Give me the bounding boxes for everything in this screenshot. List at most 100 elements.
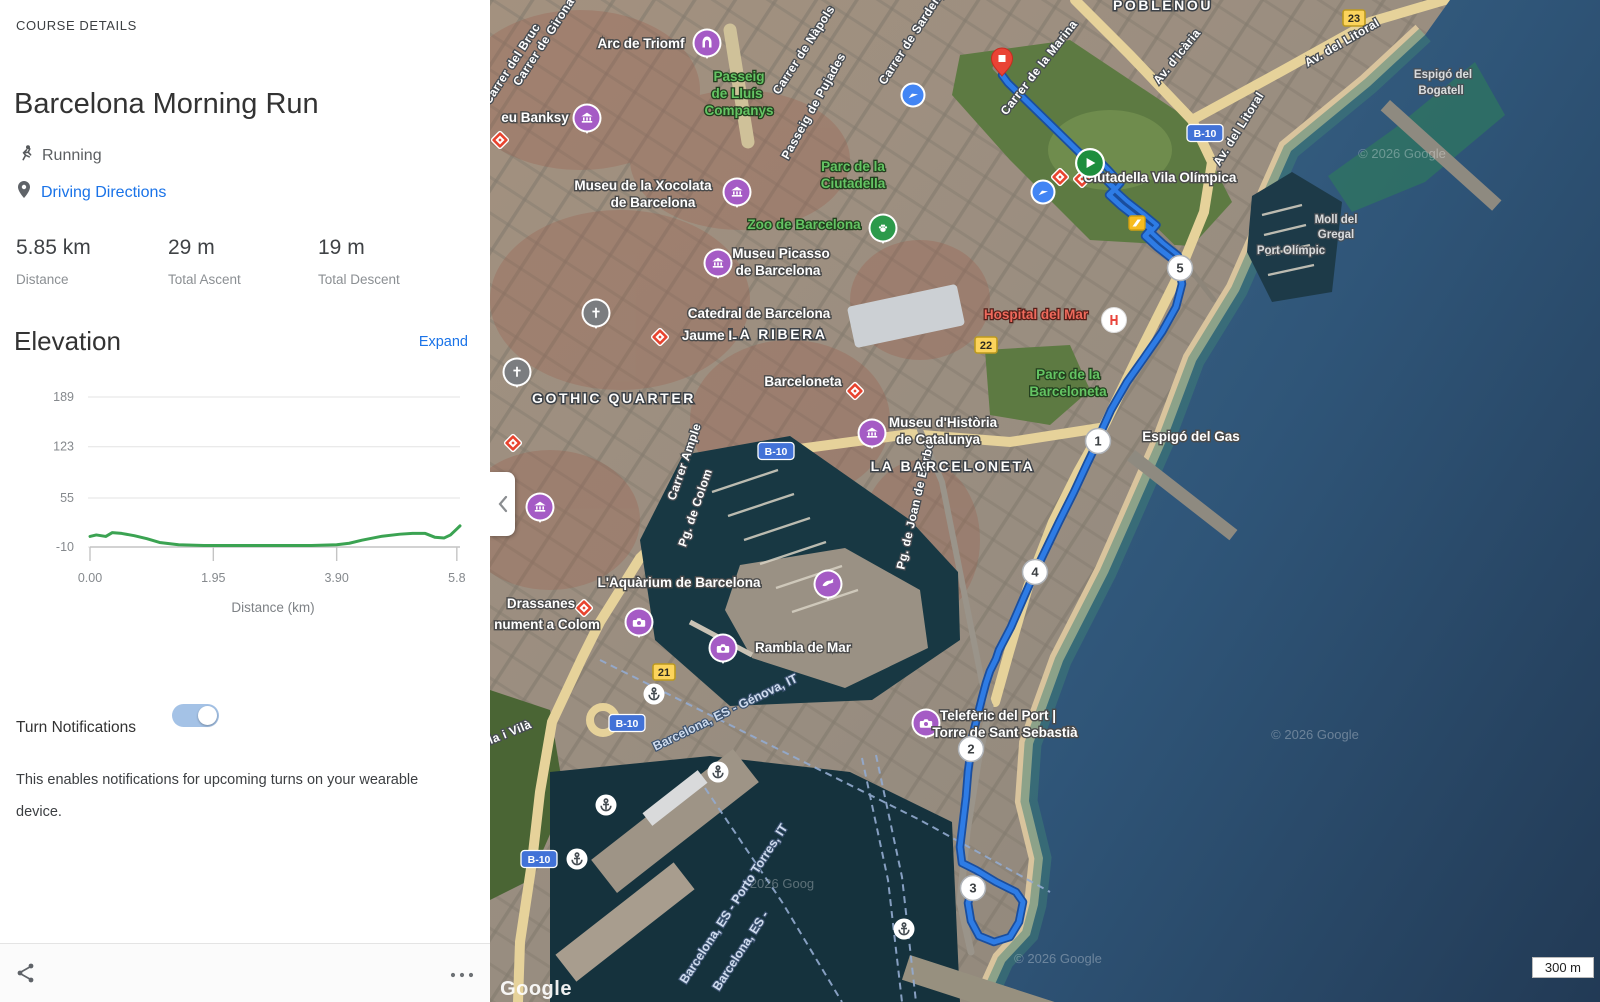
- metro-icon[interactable]: [490, 130, 510, 150]
- map-canvas[interactable]: B-10 B-10 B-10 B-10 23 22 21 Carrer de Girona C…: [490, 0, 1600, 1002]
- anchor-icon[interactable]: [566, 848, 588, 870]
- route-end-marker[interactable]: [990, 47, 1014, 77]
- map-label-park: Zoo de Barcelona: [747, 217, 861, 232]
- map-label-poismall: Bogatell: [1418, 85, 1463, 97]
- y-tick-label: 189: [53, 390, 74, 404]
- map-label-poi: Espigó del Gas: [1142, 429, 1240, 444]
- road-shield: 23: [1342, 9, 1366, 27]
- x-tick-label: 0.00: [78, 571, 102, 585]
- y-tick-label: 123: [53, 440, 74, 454]
- museum-icon[interactable]: [572, 103, 602, 135]
- shield-label: B-10: [528, 854, 551, 866]
- expand-chart-link[interactable]: Expand: [418, 334, 468, 350]
- panel-footer: [0, 943, 490, 1002]
- driving-directions-link[interactable]: Driving Directions: [41, 183, 167, 201]
- museum-icon[interactable]: [722, 177, 752, 209]
- dolphin-icon[interactable]: [813, 569, 843, 601]
- route-start-marker[interactable]: [1075, 148, 1105, 178]
- turn-notifications-description: This enables notifications for upcoming …: [16, 772, 419, 820]
- anchor-icon[interactable]: [595, 794, 617, 816]
- map-label-watermark: 2026 Goog: [750, 876, 814, 891]
- stat-value: 5.85 km: [16, 236, 91, 259]
- map-label-park: Parc de la: [821, 159, 885, 174]
- metro-icon[interactable]: [650, 327, 670, 347]
- camera-icon[interactable]: [708, 633, 738, 665]
- toggle-knob: [198, 706, 217, 725]
- map-label-poismall: Gregal: [1318, 229, 1354, 241]
- breakwater: [901, 955, 1139, 1002]
- runner-icon: [16, 144, 34, 167]
- map-label-watermark: © 2026 Google: [1014, 951, 1102, 966]
- stat-total-descent: 19 m Total Descent: [318, 236, 400, 287]
- museum-icon[interactable]: [703, 248, 733, 280]
- metro-icon[interactable]: [574, 598, 594, 618]
- turn-notifications-toggle[interactable]: [172, 704, 219, 727]
- map-label-poi: eu Banksy: [501, 110, 569, 125]
- museum-icon[interactable]: [525, 492, 555, 524]
- motorway-shield: B-10: [757, 441, 795, 461]
- map-label-poi: Jaume I: [682, 328, 732, 343]
- church-icon[interactable]: [502, 357, 532, 389]
- more-options-button[interactable]: [448, 966, 476, 984]
- map-label-poi: Rambla de Mar: [755, 640, 852, 655]
- km-marker[interactable]: 4: [1021, 558, 1049, 586]
- renfe-icon[interactable]: [1128, 215, 1146, 231]
- map-label-poismall: Espigó del: [1414, 69, 1472, 81]
- collapse-panel-button[interactable]: [490, 472, 515, 536]
- shield-label: B-10: [765, 446, 788, 458]
- km-marker-label: 2: [967, 742, 974, 757]
- ferry-ship: [642, 770, 708, 826]
- pano-icon[interactable]: [1030, 179, 1056, 205]
- route-markers: 5 1 4 2 3: [957, 47, 1194, 902]
- monument-icon[interactable]: [692, 28, 722, 60]
- camera-icon[interactable]: [624, 607, 654, 639]
- anchor-icon[interactable]: [643, 683, 665, 705]
- km-marker[interactable]: 1: [1084, 427, 1112, 455]
- anchor-icon[interactable]: [707, 761, 729, 783]
- stat-total-ascent: 29 m Total Ascent: [168, 236, 241, 287]
- map-label-poi: Museu Picasso: [732, 246, 830, 261]
- km-marker[interactable]: 2: [957, 735, 985, 763]
- metro-icon[interactable]: [1050, 167, 1070, 187]
- map-label-poi: Barceloneta: [764, 374, 842, 389]
- pier-2: [555, 862, 695, 982]
- map-label-logo: Google: [500, 978, 572, 1000]
- km-marker[interactable]: 3: [959, 874, 987, 902]
- stat-value: 19 m: [318, 236, 365, 259]
- church-icon[interactable]: [581, 298, 611, 330]
- map-label-park: Passeig: [713, 69, 764, 84]
- elevation-line: [88, 524, 462, 547]
- km-marker-label: 1: [1094, 434, 1101, 449]
- pier-1: [591, 749, 759, 893]
- rooftop-texture: [490, 10, 1110, 620]
- driving-directions-row: Driving Directions: [16, 180, 166, 205]
- share-button[interactable]: [14, 960, 38, 991]
- elevation-chart: 189 123 55 -10 0.00 1.95 3.90 5.8 Distance (km): [53, 390, 465, 615]
- metro-icon[interactable]: [845, 381, 865, 401]
- map-label-poi: Museu de la Xocolata: [574, 178, 712, 193]
- y-tick-label: -10: [56, 540, 74, 554]
- km-marker-label: 4: [1031, 565, 1039, 580]
- map-label-park: Parc de la: [1036, 367, 1100, 382]
- museum-icon[interactable]: [857, 418, 887, 450]
- station-roof: [847, 284, 965, 348]
- km-marker-label: 3: [969, 881, 976, 896]
- x-tick-label: 3.90: [324, 571, 348, 585]
- page-title: COURSE DETAILS: [16, 18, 137, 33]
- turn-notifications-label: Turn Notifications: [16, 719, 137, 736]
- map-label-district: POBLENOU: [1113, 0, 1213, 13]
- course-title: Barcelona Morning Run: [14, 88, 319, 120]
- hospital-icon[interactable]: [1101, 307, 1127, 333]
- anchor-icon[interactable]: [893, 918, 915, 940]
- motorway-shield: B-10: [1186, 123, 1224, 143]
- shield-label: 21: [658, 667, 670, 679]
- map-label-park: Barceloneta: [1029, 384, 1107, 399]
- stat-value: 29 m: [168, 236, 215, 259]
- camera-icon[interactable]: [911, 708, 941, 740]
- map-label-poi: de Catalunya: [896, 432, 981, 447]
- metro-icon[interactable]: [503, 433, 523, 453]
- paw-icon[interactable]: [868, 213, 898, 245]
- km-marker[interactable]: 5: [1166, 254, 1194, 282]
- pano-icon[interactable]: [900, 82, 926, 108]
